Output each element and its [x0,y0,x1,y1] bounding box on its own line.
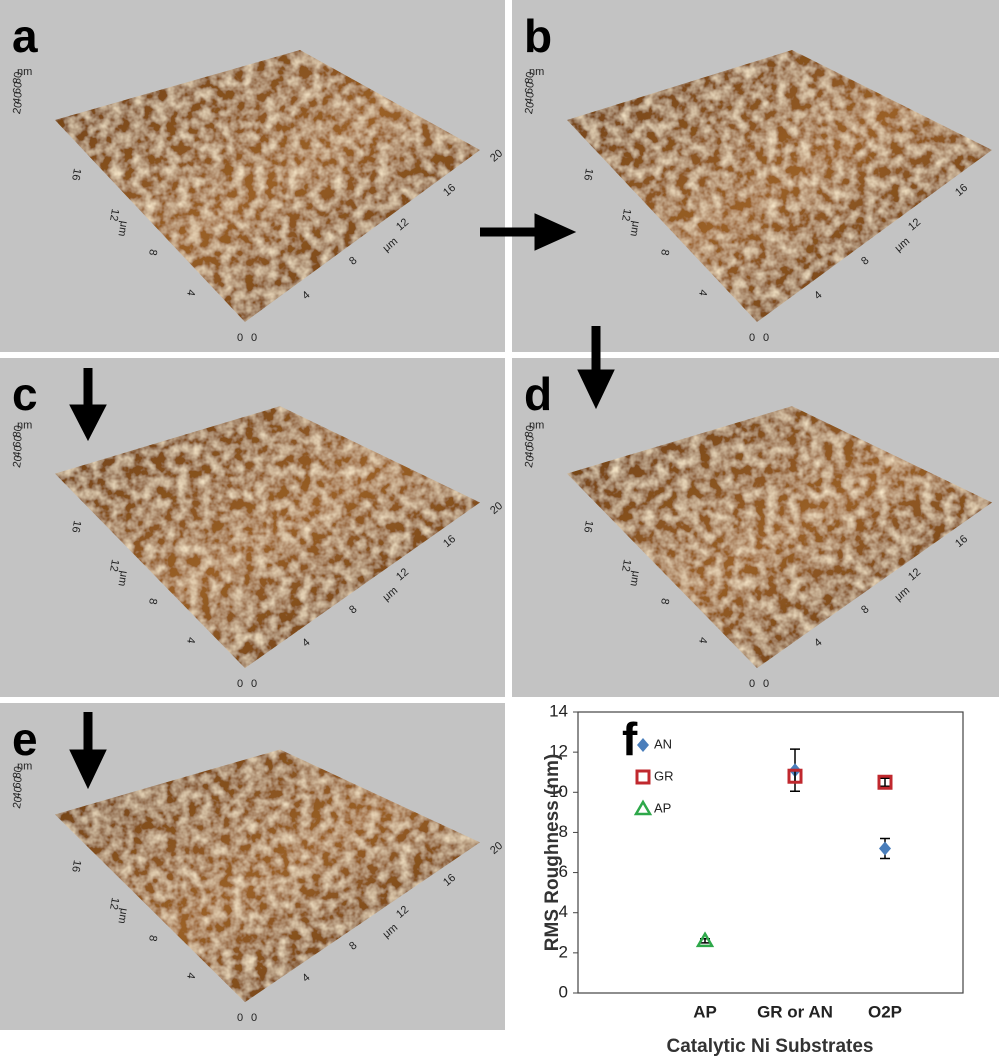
y-tick-label: 16 [69,167,83,181]
y-tick-label: 16 [581,167,595,181]
origin-label: 0 [763,678,769,690]
legend-label: GR [654,768,674,783]
z-tick-label: 20 [523,454,537,468]
y-tick-label: 16 [69,859,83,873]
z-tick-label: 20 [11,101,25,115]
origin-label: 0 [251,678,257,690]
origin-label: 0 [749,332,755,344]
z-tick-label: 20 [11,454,25,468]
x-tick-label: O2P [868,1002,902,1021]
panel-label: c [12,368,38,420]
panel-label: f [622,713,638,765]
origin-label: 0 [237,678,243,690]
z-tick-label: 20 [11,795,25,809]
y-tick-label: 14 [549,701,568,720]
panel-label: a [12,10,38,62]
origin-label: 0 [251,1012,257,1024]
origin-label: 0 [749,678,755,690]
panel-label: e [12,713,38,765]
origin-label: 0 [251,332,257,344]
y-tick-label: 16 [581,519,595,533]
legend-label: AN [654,736,672,751]
legend-label: AP [654,800,671,815]
origin-label: 0 [763,332,769,344]
origin-label: 0 [237,1012,243,1024]
figure: anm80604020161284μm48121620μm00bnm806040… [0,0,999,1061]
origin-label: 0 [237,332,243,344]
x-axis-label: Catalytic Ni Substrates [667,1036,874,1057]
panel-label: b [524,10,552,62]
panel-label: d [524,368,552,420]
x-tick-label: AP [693,1002,717,1021]
x-tick-label: GR or AN [757,1002,833,1021]
y-tick-label: 16 [69,519,83,533]
z-tick-label: 20 [523,101,537,115]
y-tick-label: 0 [559,982,568,1001]
y-axis-label: RMS Roughness (nm) [542,754,563,951]
